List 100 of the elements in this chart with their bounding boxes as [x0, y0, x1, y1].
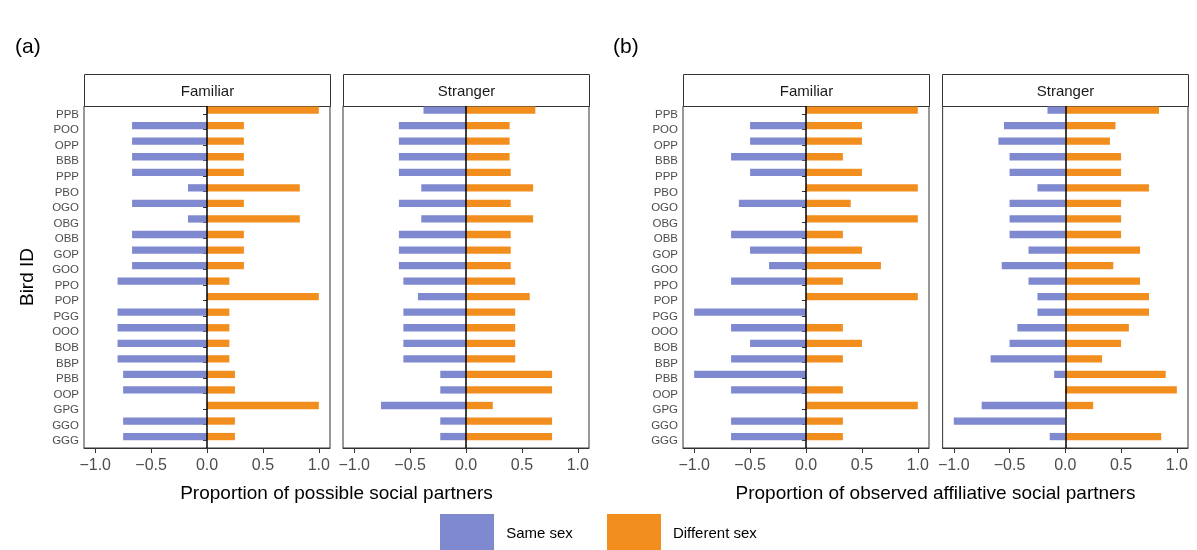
bar — [466, 432, 553, 441]
bar — [207, 324, 230, 332]
bar — [806, 324, 843, 332]
bar — [1049, 432, 1066, 441]
bar — [806, 261, 881, 270]
bar — [806, 355, 843, 363]
bar — [1037, 293, 1066, 301]
bar — [117, 339, 207, 347]
bar — [403, 355, 466, 363]
bar — [806, 230, 843, 239]
legend-label: Different sex — [672, 523, 757, 541]
bar — [207, 432, 235, 441]
bar — [207, 370, 235, 379]
y-tick-label: GOO — [52, 263, 80, 276]
y-tick-label: PBB — [55, 372, 80, 385]
bar — [466, 277, 516, 285]
x-axis-title: Proportion of observed affiliative social partners — [734, 482, 1137, 504]
bar — [806, 293, 918, 301]
bar — [207, 153, 244, 161]
bar — [207, 261, 244, 270]
bar — [466, 324, 516, 332]
bar — [466, 401, 493, 410]
bar — [123, 370, 207, 379]
bar — [806, 277, 843, 285]
y-axis-title: Bird ID — [16, 247, 37, 307]
bar — [123, 417, 207, 425]
bar — [466, 386, 553, 394]
y-tick-label: BBB — [654, 154, 679, 167]
x-tick-label: 1.0 — [1165, 455, 1189, 473]
bar — [1065, 153, 1122, 161]
bar — [1065, 308, 1149, 316]
bar — [738, 199, 806, 208]
bar — [806, 401, 918, 410]
y-tick-label: PPB — [654, 107, 679, 120]
x-tick-label: 1.0 — [906, 455, 930, 473]
x-tick-label: 1.0 — [307, 455, 331, 473]
bar — [1065, 199, 1122, 208]
bar — [466, 184, 534, 192]
bar — [466, 370, 553, 379]
bar — [806, 122, 862, 130]
bar — [1065, 184, 1149, 192]
bar — [117, 355, 207, 363]
bar — [398, 153, 466, 161]
bar — [731, 417, 806, 425]
bar — [207, 293, 319, 301]
bar — [466, 246, 511, 254]
x-tick-label: 0.0 — [454, 455, 478, 473]
y-tick-label: GOP — [652, 247, 679, 260]
bar — [466, 215, 534, 223]
bar — [132, 261, 207, 270]
x-tick-label: −1.0 — [79, 455, 112, 473]
y-tick-label: POP — [54, 294, 80, 307]
bar — [403, 339, 466, 347]
bar — [187, 215, 207, 223]
bar — [207, 168, 244, 176]
bar — [731, 230, 806, 239]
bar — [806, 215, 918, 223]
bar — [1065, 355, 1103, 363]
bar — [123, 432, 207, 441]
y-tick-label: POP — [653, 294, 679, 307]
chart-subtitle: Familiar — [779, 82, 834, 99]
chart-title: (a) — [15, 34, 41, 57]
bar — [207, 386, 235, 394]
bar — [466, 339, 516, 347]
bar — [207, 308, 230, 316]
bar — [1054, 370, 1066, 379]
bar — [1001, 261, 1066, 270]
bar — [1065, 106, 1159, 114]
bar — [207, 355, 230, 363]
y-tick-label: BOB — [54, 340, 80, 353]
bar — [806, 137, 862, 145]
bar — [1065, 277, 1141, 285]
y-tick-label: GOP — [53, 247, 80, 260]
bar — [1065, 324, 1129, 332]
bar — [806, 417, 843, 425]
bar — [1028, 246, 1066, 254]
bar — [806, 339, 862, 347]
bar — [132, 230, 207, 239]
bar — [731, 153, 806, 161]
bar — [421, 215, 466, 223]
y-tick-label: OOP — [53, 387, 80, 400]
chart-subtitle: Stranger — [437, 82, 496, 99]
bar — [769, 261, 806, 270]
bar — [1009, 199, 1066, 208]
bar — [132, 168, 207, 176]
x-tick-label: 0.0 — [1054, 455, 1077, 473]
bar — [207, 137, 244, 145]
bar — [1009, 153, 1066, 161]
y-tick-label: GGO — [651, 418, 679, 431]
bar — [990, 355, 1066, 363]
bar — [806, 168, 862, 176]
bar — [403, 308, 466, 316]
bar — [806, 106, 918, 114]
bar — [731, 432, 806, 441]
bar — [1037, 308, 1066, 316]
bar — [806, 184, 918, 192]
bar — [1017, 324, 1066, 332]
bar — [417, 293, 466, 301]
bar — [466, 168, 511, 176]
y-tick-label: OGO — [651, 201, 679, 214]
